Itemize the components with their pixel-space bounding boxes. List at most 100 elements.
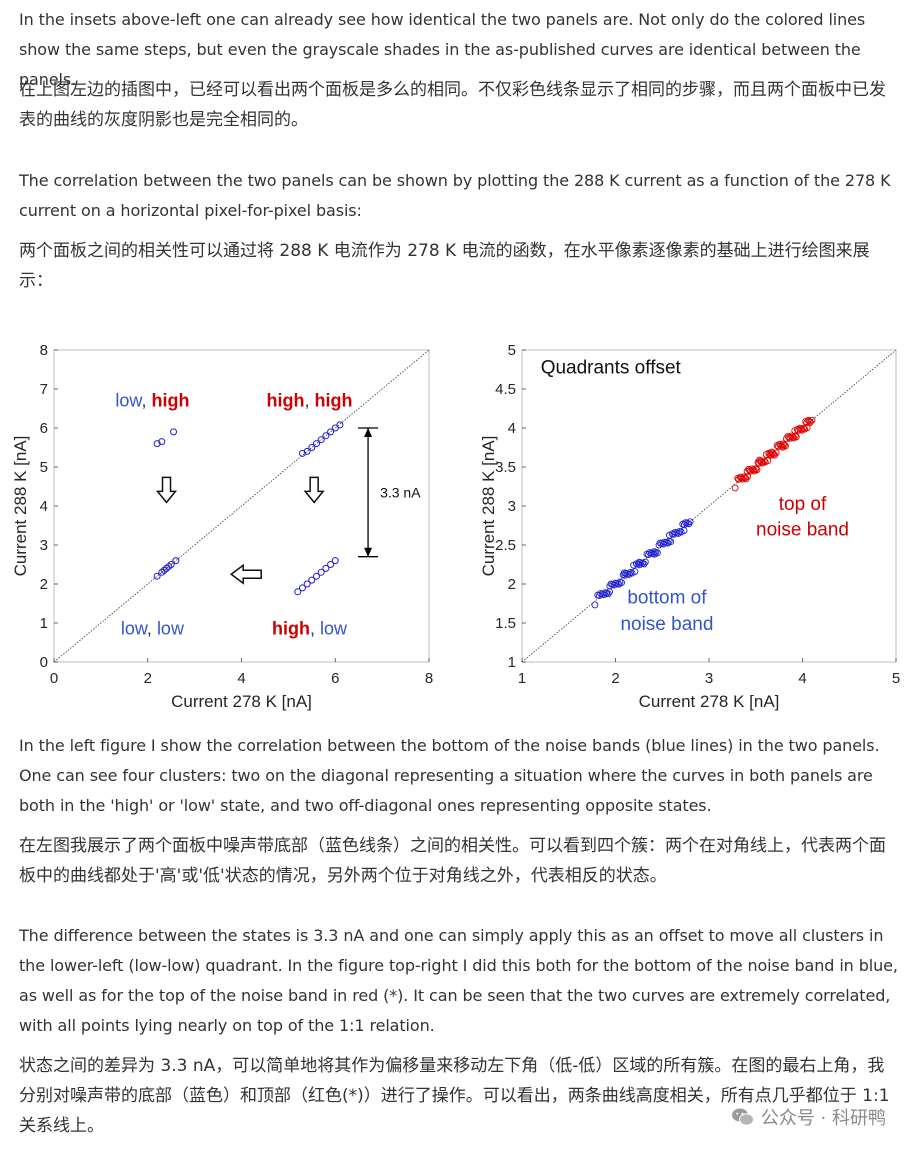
- data-point: [792, 433, 800, 441]
- data-point: [667, 538, 675, 546]
- data-point: [298, 584, 306, 592]
- data-point: [779, 440, 787, 448]
- data-point: [806, 418, 814, 426]
- data-point: [686, 518, 694, 526]
- paragraph-4-zh: 状态之间的差异为 3.3 nA，可以简单地将其作为偏移量来移动左下角（低-低）区…: [19, 1056, 890, 1136]
- y-tick-label: 4: [508, 420, 516, 437]
- data-point: [331, 424, 339, 432]
- data-point: [317, 436, 325, 444]
- correlation-chart-left: 0 2 4 6 8 0 1 2 3 4 5 6 7 8 Current 278 K [nA] Current …: [11, 342, 433, 711]
- data-point: [158, 438, 166, 446]
- x-tick-label: 4: [237, 670, 245, 687]
- y-tick-label: 4.5: [495, 381, 516, 398]
- data-point: [631, 568, 639, 576]
- data-point: [313, 572, 320, 580]
- diagonal-line: [521, 349, 897, 663]
- y-tick-label: 7: [40, 381, 48, 398]
- data-point: [170, 428, 178, 436]
- cluster-label: low, high: [115, 391, 189, 411]
- series-label-bottom-line2: noise band: [620, 614, 713, 635]
- x-axis-label: Current 278 K [nA]: [639, 692, 780, 711]
- y-tick-label: 5: [508, 342, 516, 359]
- data-point: [303, 580, 311, 588]
- data-point: [327, 428, 335, 436]
- wechat-icon: [731, 1108, 754, 1126]
- y-tick-label: 1: [40, 615, 48, 632]
- data-point: [336, 421, 344, 429]
- data-point: [322, 564, 330, 572]
- data-point: [165, 562, 173, 570]
- quadrants-offset-chart: 1 2 3 4 5 1 1.5 2 2.5 3 3.5 4 4.5 5 Current 278 K [nA]…: [479, 342, 900, 711]
- cluster-label: high, low: [272, 619, 348, 639]
- data-point: [160, 566, 168, 574]
- data-point: [331, 557, 339, 565]
- data-point: [172, 557, 180, 565]
- data-point: [653, 549, 661, 557]
- data-point: [740, 473, 748, 481]
- y-tick-label: 3: [508, 498, 516, 515]
- data-point: [591, 601, 599, 609]
- paragraph-1-zh: 在上图左边的插图中，已经可以看出两个面板是多么的相同。不仅彩色线条显示了相同的步…: [19, 80, 886, 130]
- y-tick-label: 1.5: [495, 615, 516, 632]
- data-point: [322, 432, 330, 440]
- y-tick-label: 0: [40, 654, 48, 671]
- chart-title: Quadrants offset: [541, 357, 682, 378]
- data-point: [313, 440, 320, 448]
- data-point: [760, 457, 768, 465]
- y-tick-label: 1: [508, 654, 516, 671]
- watermark-text: 公众号 · 科研鸭: [760, 1108, 886, 1129]
- x-tick-label: 8: [425, 670, 433, 687]
- x-tick-label: 0: [50, 670, 58, 687]
- data-point: [685, 520, 693, 528]
- y-tick-label: 6: [40, 420, 48, 437]
- data-point: [298, 449, 306, 457]
- data-point: [800, 424, 808, 432]
- cluster-label: low, low: [121, 619, 185, 639]
- down-arrow-icon: [155, 476, 178, 504]
- x-axis-label: Current 278 K [nA]: [171, 692, 312, 711]
- figure: 0 2 4 6 8 0 1 2 3 4 5 6 7 8 Current 278 K [nA] Current …: [0, 335, 916, 715]
- diagonal-line: [53, 349, 430, 663]
- y-tick-label: 8: [40, 342, 48, 359]
- data-point: [327, 561, 335, 568]
- data-point: [804, 416, 812, 424]
- watermark: 公众号 · 科研鸭: [731, 1102, 886, 1132]
- gap-label: 3.3 nA: [380, 484, 421, 500]
- y-axis-label: Current 288 K [nA]: [479, 436, 498, 577]
- cluster-label: high, high: [266, 391, 352, 411]
- paragraph-2-zh: 两个面板之间的相关性可以通过将 288 K 电流作为 278 K 电流的函数，在…: [19, 241, 870, 291]
- data-point: [731, 484, 739, 492]
- data-point: [788, 432, 796, 440]
- data-point: [757, 457, 765, 465]
- x-tick-label: 2: [611, 670, 619, 687]
- y-tick-label: 5: [40, 459, 48, 476]
- x-tick-label: 2: [144, 670, 152, 687]
- data-point: [158, 568, 166, 576]
- y-tick-label: 3.5: [495, 459, 516, 476]
- data-point: [742, 475, 750, 483]
- data-point: [772, 449, 780, 457]
- data-point: [780, 441, 788, 449]
- x-tick-label: 3: [705, 670, 713, 687]
- x-tick-label: 6: [331, 670, 339, 687]
- series-label-top-line2: noise band: [756, 520, 849, 541]
- paragraph-4-en: The difference between the states is 3.3…: [19, 926, 898, 1035]
- data-point: [153, 572, 161, 580]
- data-point: [803, 424, 811, 432]
- data-point: [641, 558, 649, 566]
- data-point: [752, 465, 760, 473]
- data-point: [604, 590, 612, 598]
- y-tick-label: 2: [40, 576, 48, 593]
- y-tick-label: 3: [40, 537, 48, 554]
- data-point: [618, 579, 626, 587]
- series-label-bottom-line1: bottom of: [627, 588, 707, 609]
- x-tick-label: 1: [518, 670, 526, 687]
- y-tick-label: 4: [40, 498, 48, 515]
- data-point: [303, 447, 311, 455]
- gap-arrow-down-icon: [364, 547, 373, 557]
- data-point: [796, 424, 804, 432]
- data-point: [791, 432, 799, 440]
- data-point: [294, 588, 302, 596]
- data-point: [640, 560, 648, 568]
- data-point: [782, 442, 789, 450]
